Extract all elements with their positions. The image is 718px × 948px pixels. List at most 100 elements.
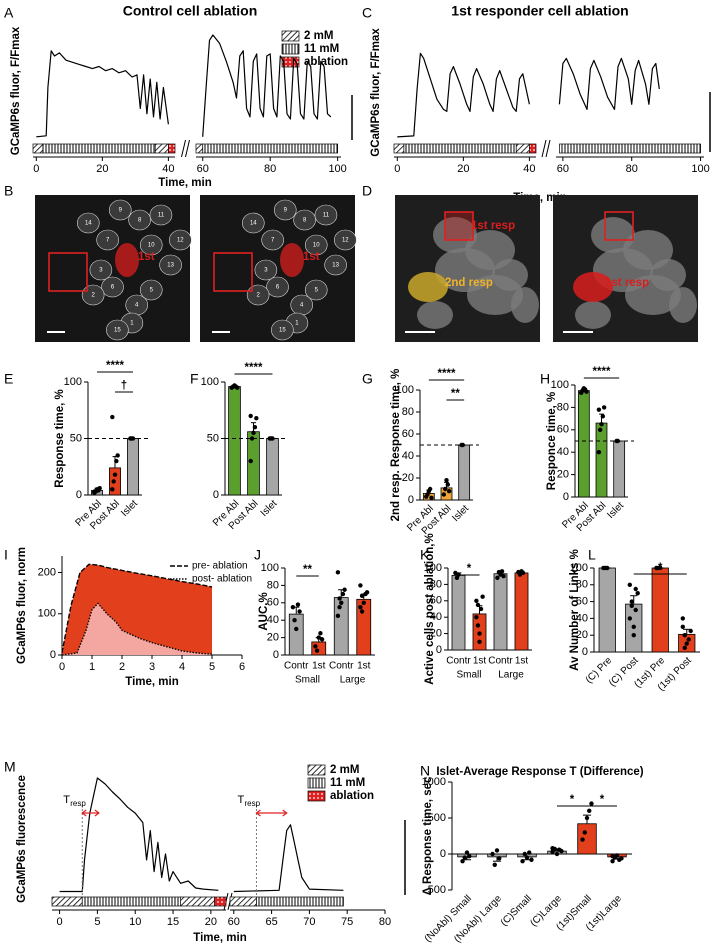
stimulus-bar (515, 143, 530, 154)
data-point (494, 848, 500, 853)
y-tick-label: 20 (430, 628, 442, 640)
x-tick-label: 40 (523, 163, 535, 175)
legend-label: post- ablation (192, 574, 252, 585)
significance-label: * (467, 563, 472, 575)
legend-swatch (307, 777, 326, 789)
cell-outline (334, 229, 357, 251)
cell-number: 11 (158, 213, 165, 219)
area-outline (61, 602, 213, 656)
data-point (464, 850, 470, 855)
data-point (520, 859, 525, 864)
data-point (619, 856, 624, 861)
y-axis-label: 2nd resp. Response time, % (390, 369, 402, 522)
data-point (110, 487, 115, 492)
significance-label: **** (245, 362, 263, 374)
data-point (475, 602, 481, 608)
y-tick-label: 100 (261, 562, 279, 574)
image-label: 2nd resp (445, 277, 493, 289)
cell-outline (254, 259, 278, 281)
data-point (582, 830, 587, 835)
data-point (497, 856, 502, 861)
data-point (524, 855, 530, 860)
x-tick-label: Islet (450, 503, 471, 524)
data-point (631, 624, 636, 629)
bar (228, 386, 241, 496)
y-tick-label: 100 (424, 562, 442, 574)
data-point (610, 859, 615, 864)
data-point (313, 644, 318, 649)
legend-label: 2 mM (304, 30, 333, 42)
y-tick-label: 40 (576, 612, 588, 624)
responder-cell (408, 272, 448, 302)
ablated-cell (280, 243, 304, 277)
stimulus-bar (195, 143, 204, 154)
y-tick-label: 100 (38, 608, 56, 620)
ablated-cell (115, 243, 139, 277)
x-tick-label: 6 (239, 661, 245, 673)
data-point (295, 602, 301, 607)
x-axis-label: Time, min (125, 676, 178, 688)
data-point (680, 624, 686, 629)
cell-number: 7 (271, 238, 275, 244)
bar (451, 574, 466, 651)
y-tick-label: 0 (563, 491, 569, 503)
data-point (474, 598, 479, 603)
data-point (297, 609, 302, 614)
panel-label: L (588, 547, 596, 563)
x-tick-label: 60 (557, 163, 569, 175)
data-point (635, 591, 640, 596)
y-axis-label: Response time, % (54, 389, 66, 487)
data-point (361, 600, 366, 605)
image-label: 1st (138, 251, 155, 263)
y-tick-label: 60 (430, 595, 442, 607)
data-point (339, 600, 344, 605)
area-fill (62, 603, 212, 655)
cell-outline (108, 199, 132, 221)
y-tick-label: 100 (570, 562, 588, 574)
data-point (441, 492, 447, 497)
data-point (550, 846, 555, 851)
data-point (627, 616, 633, 621)
x-tick-label: 20 (96, 163, 108, 175)
y-tick-label: 60 (267, 597, 279, 609)
x-tick-label: Contr (284, 661, 309, 672)
trace-line (397, 52, 660, 138)
data-point (684, 641, 689, 646)
legend-label: 11 mM (304, 43, 339, 55)
data-point (270, 436, 275, 441)
axis-break (545, 139, 551, 158)
y-tick-label: 40 (402, 450, 414, 462)
data-point (480, 594, 485, 599)
legend-label: ablation (330, 790, 374, 802)
data-point (501, 574, 506, 579)
data-point (251, 430, 256, 436)
data-point (314, 648, 320, 653)
x-tick-label: 70 (303, 916, 315, 928)
x-tick-label: Contr (329, 661, 354, 672)
cell (511, 287, 539, 323)
significance-label: ** (303, 564, 312, 576)
data-point (490, 851, 495, 857)
data-point (682, 645, 687, 650)
x-tick-label: 15 (167, 916, 179, 928)
legend-swatch (281, 43, 300, 55)
x-tick-label: 5 (209, 661, 215, 673)
group-label: Large (340, 675, 366, 686)
data-point (492, 862, 497, 867)
x-tick-label: 20 (457, 163, 469, 175)
data-point (249, 436, 255, 441)
data-point (112, 472, 118, 477)
image-label: 1st resp (605, 277, 649, 289)
legend-label: pre- ablation (192, 561, 248, 572)
x-tick-label: 80 (264, 163, 276, 175)
y-tick-label: 0 (213, 489, 219, 501)
bar (493, 573, 508, 651)
data-point (425, 492, 430, 497)
bar (651, 567, 669, 653)
y-tick-label: 0 (440, 848, 446, 860)
data-point (658, 565, 663, 571)
x-tick-label: 60 (228, 916, 240, 928)
data-point (252, 425, 258, 430)
cell (650, 259, 686, 291)
